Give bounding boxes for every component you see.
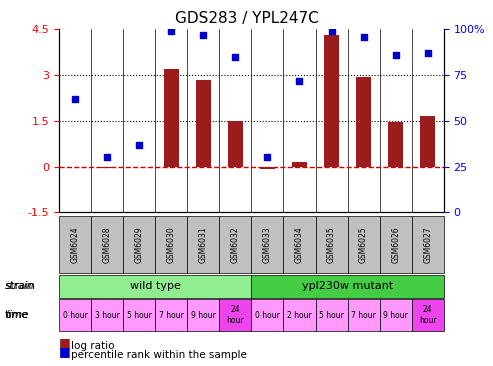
Text: wild type: wild type [130, 281, 181, 291]
Point [423, 50, 432, 56]
Point [391, 52, 399, 58]
Text: GSM6025: GSM6025 [359, 226, 368, 263]
Text: GSM6024: GSM6024 [70, 226, 80, 263]
Bar [356, 76, 371, 167]
Bar [196, 80, 211, 167]
Point [295, 78, 303, 83]
Text: log ratio: log ratio [71, 341, 115, 351]
Bar [164, 69, 178, 167]
Text: 5 hour: 5 hour [127, 311, 152, 320]
Text: ypl230w mutant: ypl230w mutant [302, 281, 393, 291]
Point [231, 54, 239, 60]
Text: GSM6027: GSM6027 [423, 226, 432, 263]
Text: 9 hour: 9 hour [191, 311, 216, 320]
Text: ■: ■ [59, 345, 71, 358]
Point [103, 154, 111, 160]
Text: GSM6028: GSM6028 [103, 226, 112, 262]
Text: 0 hour: 0 hour [63, 311, 88, 320]
Point [167, 28, 176, 34]
Bar [421, 116, 435, 167]
Bar [260, 167, 275, 169]
Text: 24
hour: 24 hour [227, 305, 244, 325]
Point [359, 34, 367, 40]
Text: 7 hour: 7 hour [159, 311, 184, 320]
Point [135, 142, 143, 147]
Point [263, 154, 271, 160]
Text: strain: strain [5, 281, 35, 291]
Point [199, 32, 207, 38]
Text: GSM6034: GSM6034 [295, 226, 304, 263]
Text: strain: strain [5, 281, 35, 291]
Text: GSM6029: GSM6029 [135, 226, 144, 263]
Text: GSM6031: GSM6031 [199, 226, 208, 263]
Text: 5 hour: 5 hour [319, 311, 344, 320]
Text: GSM6035: GSM6035 [327, 226, 336, 263]
Text: time: time [5, 310, 29, 320]
Point [327, 28, 335, 34]
Bar [100, 167, 114, 168]
Text: GSM6032: GSM6032 [231, 226, 240, 263]
Text: GSM6026: GSM6026 [391, 226, 400, 263]
Text: time: time [5, 310, 29, 320]
Text: 7 hour: 7 hour [351, 311, 376, 320]
Bar [228, 121, 243, 167]
Text: GDS283 / YPL247C: GDS283 / YPL247C [175, 11, 318, 26]
Text: 0 hour: 0 hour [255, 311, 280, 320]
Text: 3 hour: 3 hour [95, 311, 120, 320]
Text: ■: ■ [59, 336, 71, 349]
Text: 24
hour: 24 hour [419, 305, 436, 325]
Bar [388, 122, 403, 167]
Text: GSM6033: GSM6033 [263, 226, 272, 263]
Text: GSM6030: GSM6030 [167, 226, 176, 263]
Text: percentile rank within the sample: percentile rank within the sample [71, 350, 247, 360]
Point [71, 96, 79, 102]
Bar [292, 162, 307, 167]
Text: 2 hour: 2 hour [287, 311, 312, 320]
Text: 9 hour: 9 hour [383, 311, 408, 320]
Bar [324, 36, 339, 167]
